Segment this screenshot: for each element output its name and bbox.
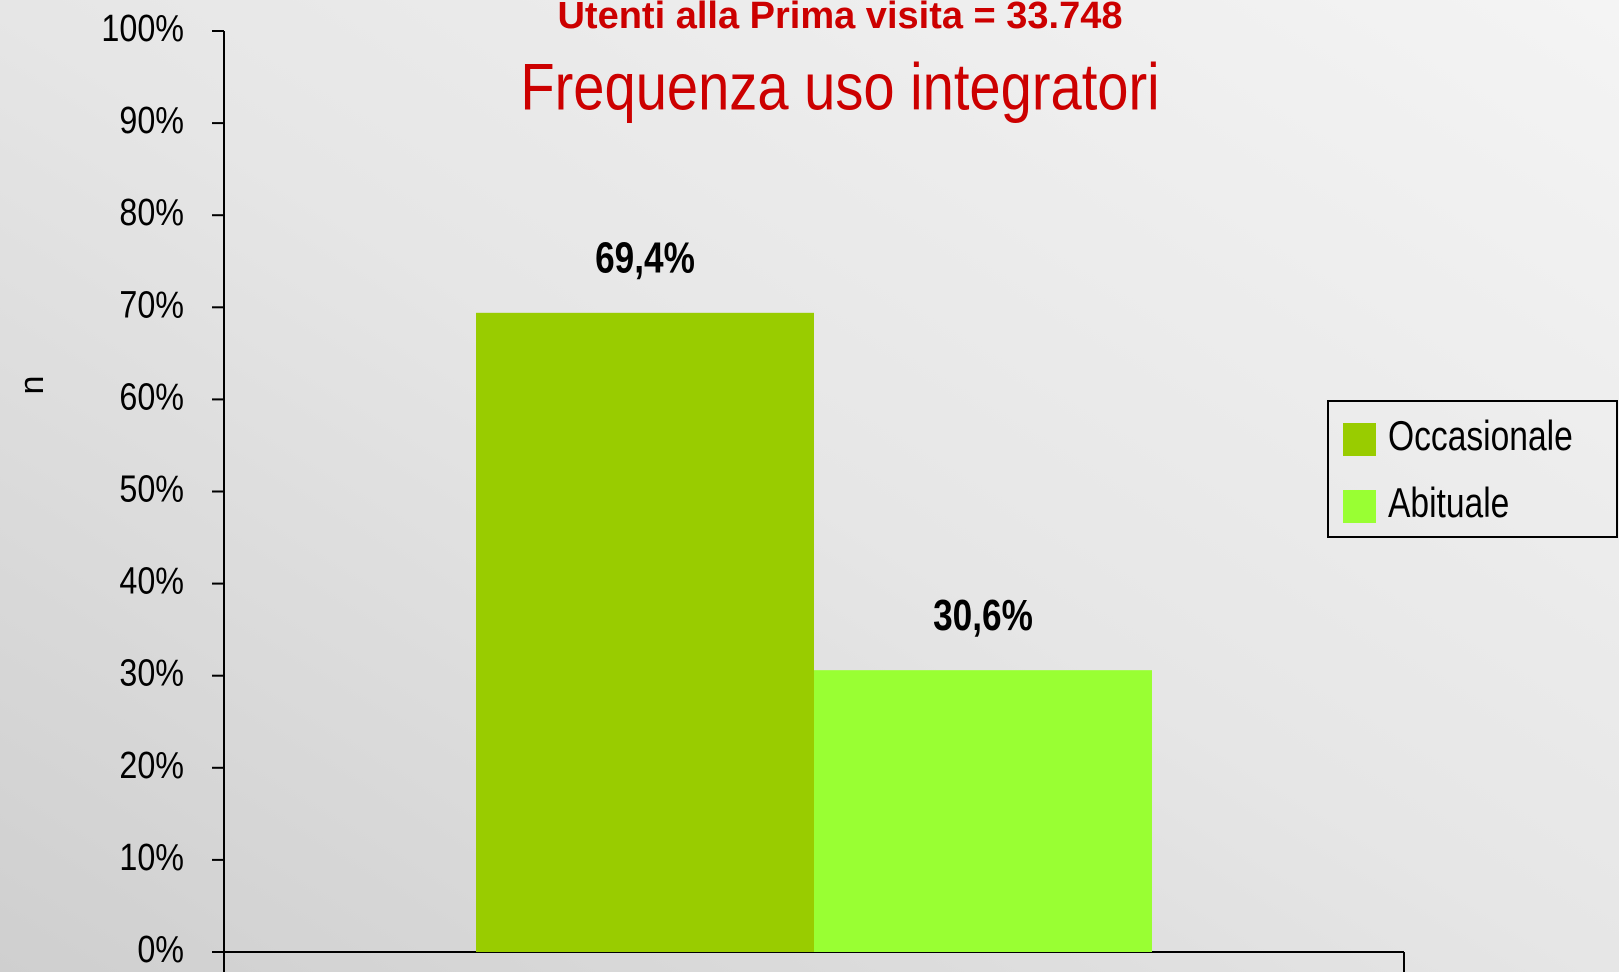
y-tick-label: 10% bbox=[119, 837, 184, 879]
y-axis-label: n bbox=[13, 376, 51, 395]
y-tick-label: 80% bbox=[119, 192, 184, 234]
data-label: 69,4% bbox=[595, 234, 695, 283]
y-tick-label: 30% bbox=[119, 652, 184, 694]
y-tick-label: 50% bbox=[119, 468, 184, 510]
bar bbox=[476, 312, 814, 952]
y-tick-label: 90% bbox=[119, 100, 184, 142]
y-tick-label: 100% bbox=[101, 8, 184, 50]
y-tick-label: 20% bbox=[119, 744, 184, 786]
legend-box bbox=[1327, 400, 1618, 538]
bar bbox=[814, 670, 1152, 952]
legend-swatch bbox=[1343, 490, 1376, 523]
data-label: 30,6% bbox=[933, 591, 1033, 640]
chart-subtitle: Utenti alla Prima visita = 33.748 bbox=[557, 0, 1122, 37]
chart-title: Frequenza uso integratori bbox=[520, 50, 1159, 123]
legend-label: Abituale bbox=[1388, 481, 1509, 527]
y-tick-label: 60% bbox=[119, 376, 184, 418]
y-tick-label: 70% bbox=[119, 284, 184, 326]
y-tick-label: 0% bbox=[137, 929, 184, 971]
legend-label: Occasionale bbox=[1388, 414, 1573, 460]
y-tick-label: 40% bbox=[119, 560, 184, 602]
legend-swatch bbox=[1343, 423, 1376, 456]
